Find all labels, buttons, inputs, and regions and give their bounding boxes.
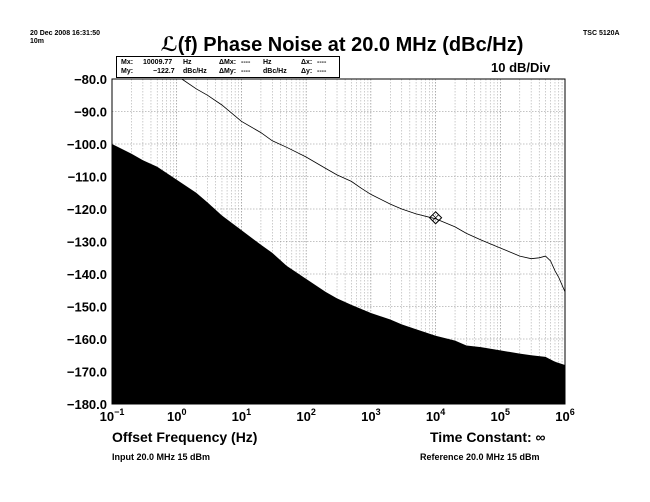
mx-unit: Hz (183, 59, 192, 66)
reference-info: Reference 20.0 MHz 15 dBm (420, 452, 540, 462)
x-tick-label: 101 (232, 407, 251, 424)
timestamp: 20 Dec 2008 16:31:50 10m (30, 30, 100, 46)
y-tick-label: −100.0 (67, 137, 107, 152)
x-tick-label: 104 (426, 407, 445, 424)
marker-diamond (428, 211, 443, 225)
dmx-value: ---- (241, 59, 251, 66)
y-tick-label: −170.0 (67, 365, 107, 380)
y-tick-label: −160.0 (67, 332, 107, 347)
y-tick-label: −90.0 (74, 105, 107, 120)
chart-title: ℒ(f) Phase Noise at 20.0 MHz (dBc/Hz) (160, 34, 524, 56)
dy-value: ---- (317, 68, 327, 75)
time-constant: Time Constant: ∞ (430, 429, 546, 445)
y-tick-label: −130.0 (67, 235, 107, 250)
x-tick-label: 100 (167, 407, 186, 424)
input-info: Input 20.0 MHz 15 dBm (112, 452, 211, 462)
marker-readout: Mx: 10009.77 Hz My: −122.7 dBc/Hz ΔMx: -… (116, 56, 340, 78)
marker-diamond-icon (428, 211, 443, 225)
y-tick-label: −120.0 (67, 202, 107, 217)
noise-floor-area (112, 144, 565, 404)
dmy-label: ΔMy: (219, 68, 237, 75)
y-tick-label: −140.0 (67, 267, 107, 282)
x-axis-ticks: 10−1 100 101 102 103 104 105 106 (100, 407, 575, 424)
timestamp-date: 20 Dec 2008 16:31:50 (30, 30, 101, 37)
dmy-unit: dBc/Hz (263, 68, 287, 75)
x-tick-label: 103 (361, 407, 380, 424)
dmx-unit: Hz (263, 59, 272, 66)
y-tick-label: −150.0 (67, 300, 107, 315)
x-axis-label: Offset Frequency (Hz) (112, 429, 258, 445)
x-tick-label: 10−1 (100, 407, 125, 424)
my-value: −122.7 (153, 68, 175, 75)
mx-value: 10009.77 (143, 59, 173, 66)
instrument-model: TSC 5120A (583, 30, 620, 37)
my-unit: dBc/Hz (183, 68, 207, 75)
dmx-label: ΔMx: (219, 59, 237, 66)
dx-value: ---- (317, 59, 327, 66)
y-tick-label: −80.0 (74, 72, 107, 87)
dmy-value: ---- (241, 68, 251, 75)
marker-cross (432, 214, 439, 222)
y-tick-label: −180.0 (67, 397, 107, 412)
x-tick-label: 102 (296, 407, 315, 424)
phase-noise-trace (181, 78, 566, 293)
timestamp-duration: 10m (30, 38, 45, 45)
mx-label: Mx: (121, 59, 134, 66)
dy-label: Δy: (301, 68, 313, 75)
plot-frame (111, 78, 566, 405)
y-axis-ticks: −80.0 −90.0 −100.0 −110.0 −120.0 −130.0 −140.0… (67, 72, 107, 412)
scale-label: 10 dB/Div (491, 60, 551, 75)
x-tick-label: 106 (555, 407, 574, 424)
x-tick-label: 105 (491, 407, 510, 424)
dx-label: Δx: (301, 59, 313, 66)
y-tick-label: −110.0 (68, 170, 107, 185)
my-label: My: (121, 68, 134, 75)
